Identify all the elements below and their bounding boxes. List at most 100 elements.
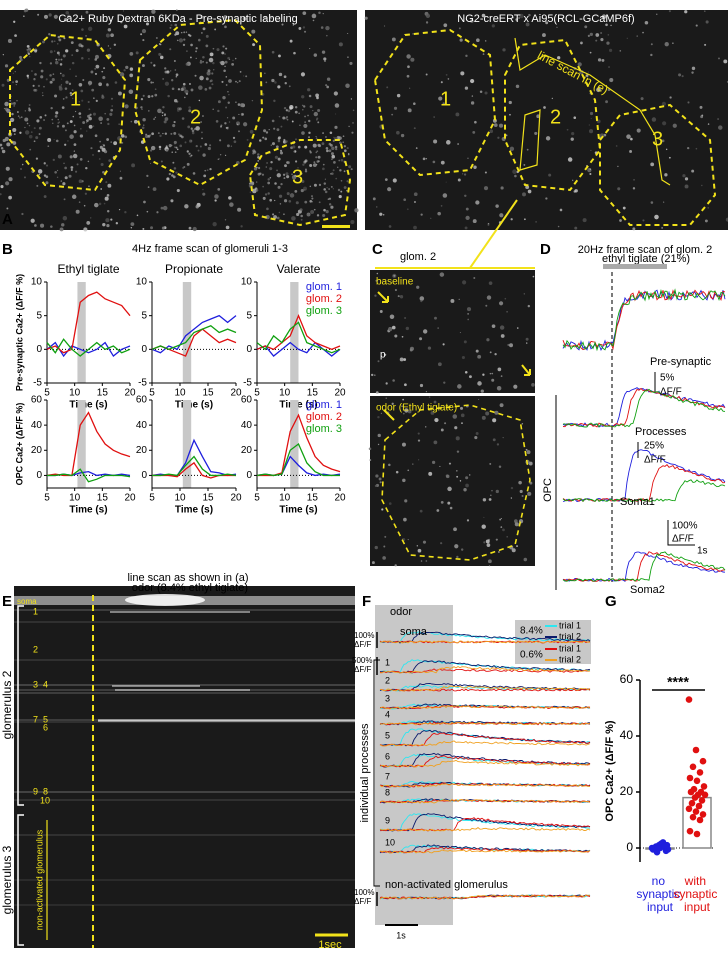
speck xyxy=(483,516,485,518)
speck xyxy=(509,113,511,116)
speck xyxy=(224,65,226,68)
speck xyxy=(32,84,35,87)
speck xyxy=(21,212,24,216)
speck xyxy=(207,69,211,73)
speck xyxy=(73,150,75,152)
speck xyxy=(286,118,289,121)
speck xyxy=(386,86,389,89)
speck xyxy=(130,222,135,227)
speck xyxy=(262,185,264,188)
speck xyxy=(469,375,472,379)
speck xyxy=(223,69,226,73)
speck xyxy=(51,40,54,43)
speck xyxy=(377,443,380,446)
speck xyxy=(156,211,159,214)
speck xyxy=(81,99,84,102)
speck xyxy=(302,26,306,29)
speck xyxy=(176,9,178,11)
speck xyxy=(207,146,211,151)
speck xyxy=(205,61,208,64)
speck xyxy=(65,96,68,99)
speck xyxy=(237,81,239,84)
speck xyxy=(379,212,383,216)
speck xyxy=(65,80,69,84)
speck xyxy=(34,224,37,227)
speck xyxy=(410,57,415,62)
panel-letter: B xyxy=(2,241,13,258)
speck xyxy=(4,136,9,142)
speck xyxy=(70,41,74,45)
speck xyxy=(636,35,638,37)
series-line xyxy=(152,455,237,477)
speck xyxy=(208,86,212,90)
panel-letter: D xyxy=(540,241,551,258)
speck xyxy=(174,146,176,148)
speck xyxy=(427,346,432,350)
speck xyxy=(505,134,508,137)
speck xyxy=(23,176,26,179)
label: 6 xyxy=(385,751,390,761)
speck xyxy=(69,92,73,95)
speck xyxy=(463,173,467,176)
data-point xyxy=(696,769,704,776)
data-point xyxy=(698,797,706,804)
speck xyxy=(164,117,169,121)
speck xyxy=(0,185,4,189)
speck xyxy=(279,203,282,205)
speck xyxy=(252,149,256,153)
y-tick-label: 20 xyxy=(31,445,43,456)
speck xyxy=(329,131,333,135)
speck xyxy=(343,149,347,153)
speck xyxy=(87,160,90,163)
speck xyxy=(642,219,645,222)
speck xyxy=(402,398,405,401)
speck xyxy=(313,183,317,187)
speck xyxy=(255,166,258,169)
speck xyxy=(481,13,486,18)
x-tick-label: 15 xyxy=(307,388,319,399)
speck xyxy=(66,122,69,125)
speck xyxy=(463,488,467,492)
speck xyxy=(460,71,465,76)
y-tick-label: 60 xyxy=(31,395,43,406)
speck xyxy=(240,103,244,108)
speck xyxy=(294,190,298,193)
speck xyxy=(56,42,59,45)
speck xyxy=(212,108,214,110)
x-tick-label: no synaptic input xyxy=(636,874,683,914)
y-tick-label: 20 xyxy=(136,445,148,456)
speck xyxy=(297,166,299,169)
speck xyxy=(108,159,111,162)
speck xyxy=(283,106,287,110)
speck xyxy=(179,134,182,138)
speck xyxy=(443,23,448,28)
speck xyxy=(59,227,64,232)
speck xyxy=(388,502,392,505)
speck xyxy=(161,111,164,114)
speck xyxy=(219,139,222,142)
speck xyxy=(492,418,497,423)
speck xyxy=(289,193,295,198)
speck xyxy=(162,132,164,135)
speck xyxy=(57,154,62,159)
speck xyxy=(26,74,30,78)
speck xyxy=(295,201,299,205)
speck xyxy=(506,310,508,313)
speck xyxy=(176,148,179,151)
speck xyxy=(69,155,73,159)
speck xyxy=(338,42,343,47)
speck xyxy=(128,89,134,95)
speck xyxy=(701,184,703,187)
speck xyxy=(165,145,168,148)
speck xyxy=(489,129,494,134)
speck xyxy=(204,169,207,172)
speck xyxy=(465,207,469,211)
speck xyxy=(571,132,575,136)
speck xyxy=(440,542,443,545)
speck xyxy=(283,138,286,142)
micrograph xyxy=(370,396,535,566)
speck xyxy=(61,74,65,78)
speck xyxy=(442,343,445,346)
speck xyxy=(0,143,3,147)
